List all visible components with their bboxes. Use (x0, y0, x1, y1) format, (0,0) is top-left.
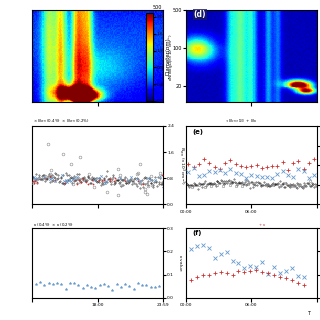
Text: $+$ $\kappa$: $+$ $\kappa$ (258, 221, 267, 228)
Text: T: T (308, 311, 310, 316)
Y-axis label: $\kappa$ value: $\kappa$ value (177, 254, 184, 272)
Text: $\circ$ $N_{cn>100}$  $+$ $N_a$: $\circ$ $N_{cn>100}$ $+$ $N_a$ (225, 117, 257, 125)
Y-axis label: dN/dlogD$_p$(×10⁴ cm⁻³): dN/dlogD$_p$(×10⁴ cm⁻³) (166, 33, 176, 81)
Text: (e): (e) (192, 129, 203, 135)
Y-axis label: $N_{ccn}$ ($\times10^3$ cm$^{-3}$): $N_{ccn}$ ($\times10^3$ cm$^{-3}$) (177, 146, 187, 185)
Text: 500: 500 (153, 5, 162, 10)
Text: (d): (d) (194, 10, 206, 19)
Text: $\times$ $N_{ccn}$ (0.4%)  $\times$ $N_{ccn}$ (0.2%): $\times$ $N_{ccn}$ (0.4%) $\times$ $N_{c… (33, 117, 90, 125)
Y-axis label: Diameter(nm): Diameter(nm) (166, 37, 171, 75)
Text: $\kappa$ (0.4%)  $\times$ $\kappa$ (0.2%): $\kappa$ (0.4%) $\times$ $\kappa$ (0.2%) (33, 221, 74, 228)
Text: (f): (f) (192, 230, 202, 236)
